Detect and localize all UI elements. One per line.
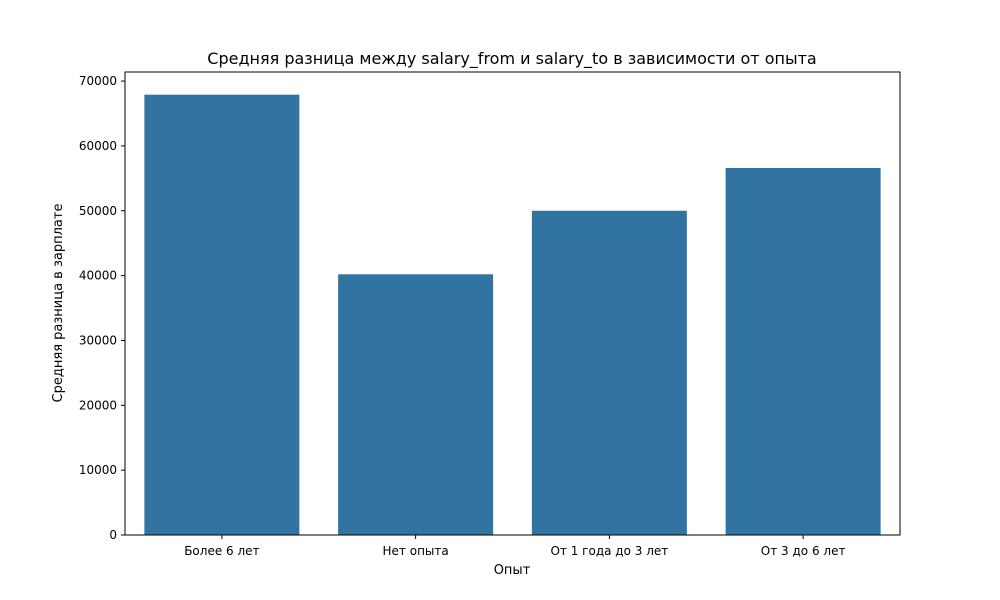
x-tick-label: От 3 до 6 лет: [761, 544, 846, 558]
x-tick-label: Более 6 лет: [184, 544, 259, 558]
plot-frame: [124, 71, 901, 536]
y-tick-label: 30000: [79, 333, 117, 347]
x-axis-ticks: Более 6 лет Нет опыта От 1 года до 3 лет От…: [184, 535, 845, 558]
y-axis-label: Средняя разница в зарплате: [51, 204, 66, 403]
bars-group: [144, 94, 881, 535]
y-axis-ticks: 0 10000 20000 30000 40000 50000 60000 70000: [79, 74, 125, 542]
x-tick-label: Нет опыта: [383, 544, 449, 558]
bar-4: [725, 167, 881, 535]
y-tick-label: 40000: [79, 269, 117, 283]
chart-title: Средняя разница между salary_from и sala…: [207, 49, 816, 69]
y-tick-label: 10000: [79, 463, 117, 477]
bar-2: [338, 274, 494, 535]
y-tick-label: 60000: [79, 139, 117, 153]
bar-1: [144, 94, 300, 535]
y-tick-label: 20000: [79, 398, 117, 412]
y-tick-label: 0: [109, 528, 117, 542]
x-axis-label: Опыт: [494, 563, 531, 578]
y-tick-label: 70000: [79, 74, 117, 88]
x-tick-label: От 1 года до 3 лет: [550, 544, 668, 558]
bar-3: [531, 210, 687, 535]
y-tick-label: 50000: [79, 204, 117, 218]
